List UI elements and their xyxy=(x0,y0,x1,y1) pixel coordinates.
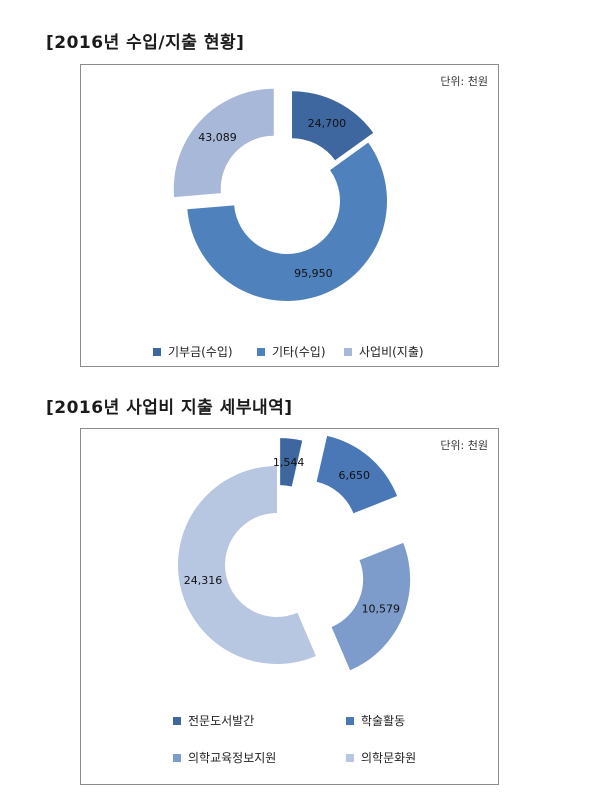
chart1-legend-item-2: 사업비(지출) xyxy=(344,343,424,360)
chart2-legend-label-2: 의학교육정보지원 xyxy=(188,751,277,765)
chart1-data-label-0: 24,700 xyxy=(308,117,347,130)
chart2-legend-swatch-2 xyxy=(173,753,181,762)
chart1-legend-label-1: 기타(수입) xyxy=(272,345,326,359)
chart1-panel: 단위: 천원 24,700 95,950 43,089 기부금(수입) 기타(수입)… xyxy=(80,64,499,367)
chart1-legend-item-1: 기타(수입) xyxy=(257,343,326,360)
chart1-legend-swatch-1 xyxy=(257,347,265,356)
chart1-data-label-2: 43,089 xyxy=(198,131,237,144)
chart2-data-label-0: 1,544 xyxy=(273,456,305,469)
chart2-slice-2 xyxy=(331,542,411,671)
chart2-legend-swatch-3 xyxy=(346,753,354,762)
chart1-donut: 24,700 95,950 43,089 xyxy=(173,88,387,302)
chart2-legend-swatch-0 xyxy=(173,716,181,725)
chart1-legend-swatch-0 xyxy=(153,347,161,356)
chart2-slice-1 xyxy=(316,435,398,514)
chart1-slice-0 xyxy=(292,91,374,161)
chart2-data-label-3: 24,316 xyxy=(184,574,223,587)
chart1-slice-1 xyxy=(187,142,387,302)
chart2-slice-3 xyxy=(177,466,316,664)
chart1-legend-swatch-2 xyxy=(344,347,352,356)
chart1-legend-label-0: 기부금(수입) xyxy=(168,345,233,359)
chart2-data-label-1: 6,650 xyxy=(338,469,370,482)
chart2-panel: 단위: 천원 1,544 6,650 10,579 24,316 전문도서발간 학술활… xyxy=(80,428,499,785)
chart2-legend-label-3: 의학문화원 xyxy=(361,751,417,765)
chart1-legend-item-0: 기부금(수입) xyxy=(153,343,233,360)
chart2-heading: [2016년 사업비 지출 세부내역] xyxy=(46,398,293,418)
chart2-unit-label: 단위: 천원 xyxy=(440,439,488,452)
chart2-legend-item-2: 의학교육정보지원 xyxy=(173,749,276,766)
chart2-donut: 1,544 6,650 10,579 24,316 xyxy=(177,435,411,671)
chart1-data-label-1: 95,950 xyxy=(294,267,333,280)
chart2-slice-0 xyxy=(280,438,303,487)
chart2-legend-label-0: 전문도서발간 xyxy=(188,714,255,728)
chart2-legend-label-1: 학술활동 xyxy=(361,714,406,728)
chart1-slice-2 xyxy=(173,88,274,198)
chart2-legend-swatch-1 xyxy=(346,716,354,725)
chart2-legend-item-3: 의학문화원 xyxy=(346,749,416,766)
chart2-legend-item-1: 학술활동 xyxy=(346,712,405,729)
chart1-heading: [2016년 수입/지출 현황] xyxy=(46,33,245,53)
chart2-legend-item-0: 전문도서발간 xyxy=(173,712,254,729)
chart1-legend-label-2: 사업비(지출) xyxy=(359,345,424,359)
chart1-unit-label: 단위: 천원 xyxy=(440,75,488,88)
chart2-data-label-2: 10,579 xyxy=(362,602,401,615)
